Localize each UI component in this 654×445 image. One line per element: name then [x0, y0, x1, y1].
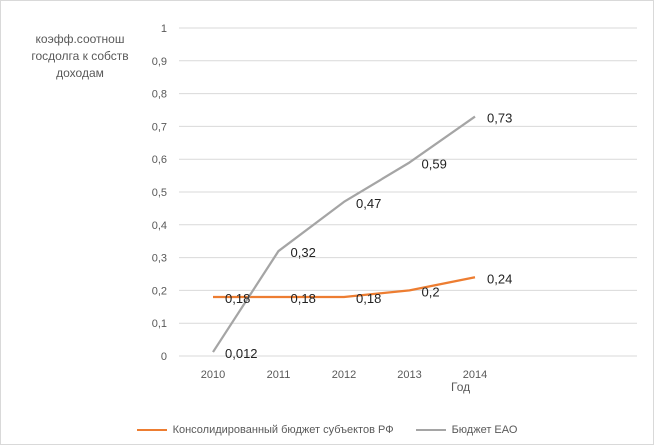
y-tick-label: 0,1 [152, 318, 167, 330]
x-tick-labels: 2010 2011 2012 2013 2014 [201, 369, 487, 381]
data-label: 0,18 [225, 291, 250, 306]
data-label: 0,2 [422, 284, 440, 299]
x-axis-title: Год [451, 380, 470, 394]
legend-label: Бюджет ЕАО [451, 424, 518, 436]
data-label: 0,18 [291, 291, 316, 306]
data-label: 0,18 [356, 291, 381, 306]
y-tick-label: 1 [161, 23, 167, 35]
x-tick-label: 2012 [332, 369, 356, 381]
x-tick-label: 2013 [397, 369, 421, 381]
legend: Консолидированный бюджет субъектов РФ Бюд… [1, 424, 653, 436]
legend-swatch [415, 429, 446, 431]
data-label: 0,24 [487, 271, 512, 286]
y-tick-label: 0,7 [152, 121, 167, 133]
x-tick-label: 2014 [463, 369, 487, 381]
data-label: 0,59 [422, 156, 447, 171]
y-tick-labels: 0 0,1 0,2 0,3 0,4 0,5 0,6 0,7 0,8 0,9 1 [152, 23, 167, 363]
series-lines [212, 115, 476, 353]
y-tick-label: 0 [161, 351, 167, 363]
y-tick-label: 0,3 [152, 253, 167, 265]
y-tick-label: 0,4 [152, 220, 167, 232]
x-tick-label: 2010 [201, 369, 225, 381]
data-label: 0,73 [487, 111, 512, 126]
gridlines [179, 27, 637, 357]
y-tick-label: 0,6 [152, 154, 167, 166]
data-label: 0,012 [225, 346, 258, 361]
series-line-2 [212, 115, 476, 353]
y-tick-label: 0,9 [152, 56, 167, 68]
data-label: 0,47 [356, 196, 381, 211]
data-label: 0,32 [291, 245, 316, 260]
legend-item: Консолидированный бюджет субъектов РФ [136, 424, 394, 436]
y-axis-title: коэфф.соотнош госдолга к собств доходам [31, 32, 129, 80]
legend-item: Бюджет ЕАО [415, 424, 518, 436]
legend-swatch [136, 429, 167, 431]
legend-label: Консолидированный бюджет субъектов РФ [172, 424, 394, 436]
y-tick-label: 0,5 [152, 187, 167, 199]
data-labels: 0,18 0,18 0,18 0,2 0,24 0,012 0,32 0,47 0,59 0,73 [225, 111, 512, 362]
y-tick-label: 0,2 [152, 285, 167, 297]
series-line-1 [213, 276, 476, 299]
y-tick-label: 0,8 [152, 89, 167, 101]
x-tick-label: 2011 [267, 369, 291, 381]
